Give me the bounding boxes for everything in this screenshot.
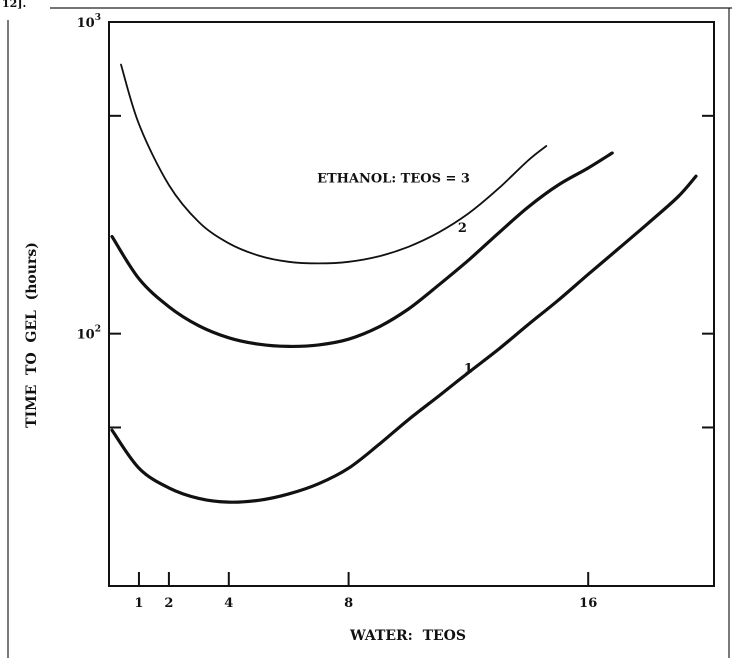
curve-labels: 1 2 ETHANOL: TEOS = 3 bbox=[317, 172, 473, 377]
y-tick-label: 102 bbox=[77, 325, 101, 343]
series-line-3 bbox=[120, 63, 548, 265]
x-tick-label: 4 bbox=[224, 596, 233, 611]
series-line-2 bbox=[110, 151, 614, 349]
series-label-3: ETHANOL: TEOS = 3 bbox=[317, 172, 470, 187]
top-fragment-text: 12]. bbox=[2, 0, 26, 10]
series-line-1 bbox=[110, 174, 698, 504]
series-label-2: 2 bbox=[458, 221, 467, 236]
x-tick-label: 1 bbox=[134, 596, 143, 611]
axis-ticks bbox=[109, 21, 714, 586]
y-tick-labels: 103 102 bbox=[77, 13, 101, 343]
x-tick-labels: 1 2 4 8 16 bbox=[134, 596, 597, 611]
data-curves bbox=[110, 63, 698, 504]
y-axis-title: TIME TO GEL (hours) bbox=[24, 242, 40, 428]
x-tick-label: 16 bbox=[579, 596, 597, 611]
x-axis-title: WATER: TEOS bbox=[349, 628, 466, 644]
x-tick-label: 8 bbox=[344, 596, 353, 611]
page-frame bbox=[7, 7, 732, 658]
plot-area-border bbox=[108, 21, 715, 587]
x-tick-label: 2 bbox=[164, 596, 173, 611]
y-tick-label: 103 bbox=[77, 13, 101, 31]
series-label-1: 1 bbox=[464, 362, 473, 377]
